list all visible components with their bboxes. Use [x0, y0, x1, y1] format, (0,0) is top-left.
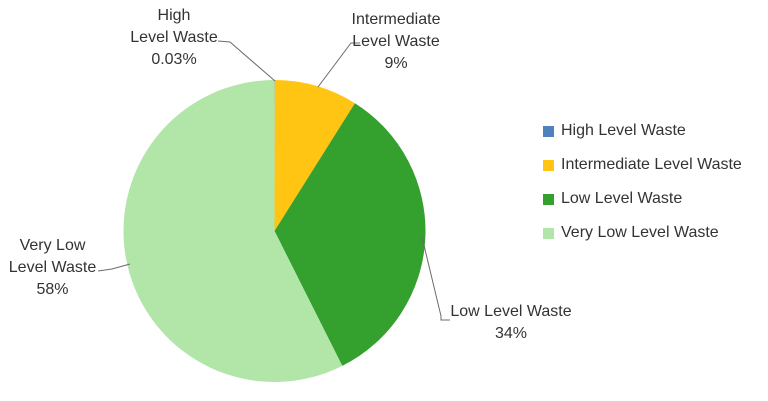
callout-line: Intermediate	[351, 11, 441, 28]
pie-slice-very-low-level-waste[interactable]	[123, 80, 343, 382]
callout-percentage: 9%	[384, 55, 408, 72]
callout-line: Level Waste	[8, 259, 97, 276]
leader-line-low-level-waste	[421, 236, 450, 321]
legend-item-very-low-level-waste[interactable]: Very Low Level Waste	[543, 216, 742, 250]
legend: High Level Waste Intermediate Level Wast…	[543, 114, 742, 250]
callout-intermediate-level-waste: Intermediate Level Waste 9%	[311, 9, 481, 75]
legend-label: High Level Waste	[561, 122, 686, 139]
leader-line-high-level-waste	[217, 40, 276, 82]
legend-swatch-yellow	[543, 159, 554, 171]
leader-line-very-low-level-waste	[97, 263, 131, 272]
pie-slices	[123, 79, 426, 382]
callout-percentage: 34%	[494, 325, 528, 342]
callout-line: Low Level Waste	[450, 303, 572, 320]
legend-item-high-level-waste[interactable]: High Level Waste	[543, 114, 742, 148]
callout-percentage: 0.03%	[151, 51, 197, 68]
pie-slice-intermediate-level-waste[interactable]	[274, 80, 355, 231]
leader-lines	[97, 40, 450, 321]
legend-label: Intermediate Level Waste	[561, 156, 742, 173]
callout-high-level-waste: High Level Waste 0.03%	[104, 5, 244, 71]
callout-line: Very Low	[19, 237, 86, 254]
legend-swatch-blue	[543, 125, 554, 137]
callout-very-low-level-waste: Very Low Level Waste 58%	[0, 235, 105, 301]
leader-line-intermediate-level-waste	[317, 42, 360, 88]
legend-label: Low Level Waste	[561, 190, 683, 207]
callout-line: Level Waste	[352, 33, 440, 50]
callout-line: High	[157, 7, 191, 24]
legend-item-low-level-waste[interactable]: Low Level Waste	[543, 182, 742, 216]
callout-low-level-waste: Low Level Waste 34%	[436, 301, 586, 345]
pie-slice-low-level-waste[interactable]	[274, 103, 426, 366]
legend-label: Very Low Level Waste	[561, 224, 719, 241]
legend-item-intermediate-level-waste[interactable]: Intermediate Level Waste	[543, 148, 742, 182]
legend-swatch-light-green	[543, 227, 554, 239]
callout-line: Level Waste	[130, 29, 218, 46]
legend-swatch-green	[543, 193, 554, 205]
callout-percentage: 58%	[36, 281, 69, 298]
